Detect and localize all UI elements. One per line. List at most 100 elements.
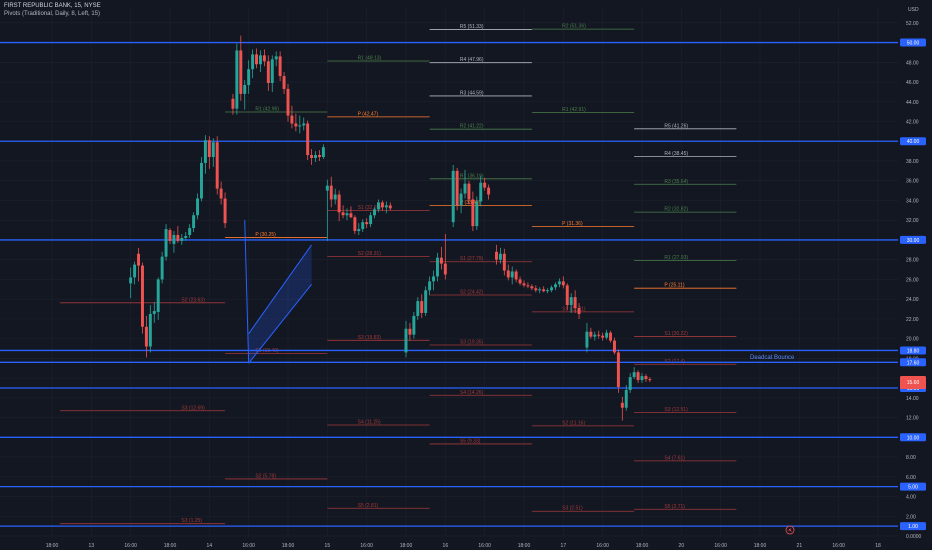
candle-body [188, 228, 192, 235]
y-tick-label: 46.00 [906, 80, 919, 86]
candle-body [542, 289, 546, 292]
x-tick-label: 18:00 [754, 543, 767, 549]
y-tick-label: 48.00 [906, 60, 919, 66]
candle-body [518, 279, 522, 284]
pivot-label: S2 (5.78) [255, 473, 276, 479]
candle-body [219, 188, 223, 199]
candle-body [428, 281, 432, 291]
candle-body [475, 201, 479, 227]
x-tick-label: 17 [561, 543, 567, 549]
candle-body [266, 61, 270, 84]
pivot-label: R5 (41.26) [664, 123, 688, 129]
y-tick-label: 38.00 [906, 159, 919, 165]
x-tick-label: 18:00 [46, 543, 59, 549]
pivot-label: S2 (11.16) [562, 420, 585, 426]
replay-icon[interactable] [785, 525, 795, 535]
y-tick-label: 14.00 [906, 396, 919, 402]
pivot-label: P (33.49) [460, 200, 481, 206]
x-tick-label: 18:00 [282, 543, 295, 549]
price-badge-label: 17.60 [907, 360, 920, 366]
candle-body [255, 54, 259, 65]
pivot-label: S5 (9.33) [460, 438, 481, 444]
pivot-label: S2 (23.63) [181, 297, 205, 303]
candle-body [388, 205, 392, 209]
pivot-label: S1 (27.79) [460, 256, 484, 262]
y-tick-label: 34.00 [906, 198, 919, 204]
candle-body [235, 50, 239, 109]
price-badge [900, 482, 926, 491]
pivot-label: P (42.47) [358, 111, 379, 117]
x-tick-label: 16:00 [596, 543, 609, 549]
pivot-label: S3 (12.69) [181, 405, 205, 411]
candle-body [628, 377, 632, 390]
channel-line [248, 284, 312, 364]
candle-body [337, 194, 341, 213]
candle-body [384, 205, 388, 208]
candle-body [317, 155, 321, 158]
x-tick-label: 14 [207, 543, 213, 549]
pivot-label: S5 (2.71) [664, 504, 685, 510]
price-badge-label: 5.00 [908, 485, 918, 491]
candle-body [601, 335, 605, 338]
x-tick-label: 13 [89, 543, 95, 549]
pivot-label: S4 (7.61) [664, 455, 685, 461]
candle-body [302, 123, 306, 126]
y-tick-label: 24.00 [906, 297, 919, 303]
price-axis[interactable]: USD 52.00 50.00 48.00 46.00 44.00 42.00 40.00 3… [900, 7, 926, 540]
x-tick-label: 16:00 [242, 543, 255, 549]
candle-body [502, 253, 506, 271]
candle-body [577, 308, 581, 314]
x-tick-label: 21 [797, 543, 803, 549]
price-badge-label: 40.00 [907, 139, 920, 145]
candle-body [632, 372, 636, 378]
candle-body [416, 301, 420, 316]
x-tick-label: 16:00 [832, 543, 845, 549]
x-tick-label: 16:00 [478, 543, 491, 549]
candle-body [589, 331, 593, 337]
candle-body [321, 147, 325, 158]
candle-body [412, 315, 416, 335]
x-tick-label: 18:00 [518, 543, 531, 549]
candle-body [526, 285, 530, 287]
y-tick-label: 42.00 [906, 119, 919, 125]
pivot-label: R1 (42.91) [562, 107, 586, 113]
y-tick-label: 4.00 [906, 495, 916, 501]
channel-line [248, 244, 313, 334]
candle-body [624, 389, 628, 408]
candle-body [640, 376, 644, 381]
y-tick-label: 0.0000 [906, 534, 922, 540]
candle-body [247, 69, 251, 85]
pivot-label: R1 (48.13) [358, 55, 382, 61]
pivot-label: S1 (32.97) [358, 205, 382, 211]
x-tick-label: 18:00 [636, 543, 649, 549]
deadcat-bounce-label[interactable]: Deadcat Bounce [750, 355, 795, 361]
channel-fill [248, 244, 312, 364]
x-tick-label: 16:00 [124, 543, 137, 549]
candle-body [294, 123, 298, 127]
candle-body [168, 230, 172, 241]
channel-line [244, 220, 250, 364]
candle-body [561, 281, 565, 286]
candle-body [435, 257, 439, 277]
annotations[interactable]: Deadcat Bounce [750, 355, 795, 361]
candle-body [298, 125, 302, 127]
pivot-label: P (30.25) [255, 232, 276, 238]
candle-body [270, 59, 274, 84]
candle-body [534, 288, 538, 291]
candle-body [479, 182, 483, 202]
candle-body [538, 289, 542, 291]
candle-body [636, 372, 640, 381]
candle-body [282, 76, 286, 89]
time-axis[interactable]: 18:00 13 16:00 18:00 14 16:00 18:00 15 16:00 18:0… [46, 543, 881, 549]
candle-body [565, 285, 569, 306]
candle-body [644, 376, 648, 380]
pivot-label: S2 (24.42) [460, 289, 484, 295]
candle-body [597, 334, 601, 336]
parallel-channel[interactable] [244, 220, 313, 364]
price-badge-label: 10.00 [907, 435, 920, 441]
candle-body [140, 265, 144, 327]
horizontal-lines[interactable] [0, 41, 898, 527]
candle-body [329, 185, 333, 200]
candle-body [325, 185, 329, 191]
